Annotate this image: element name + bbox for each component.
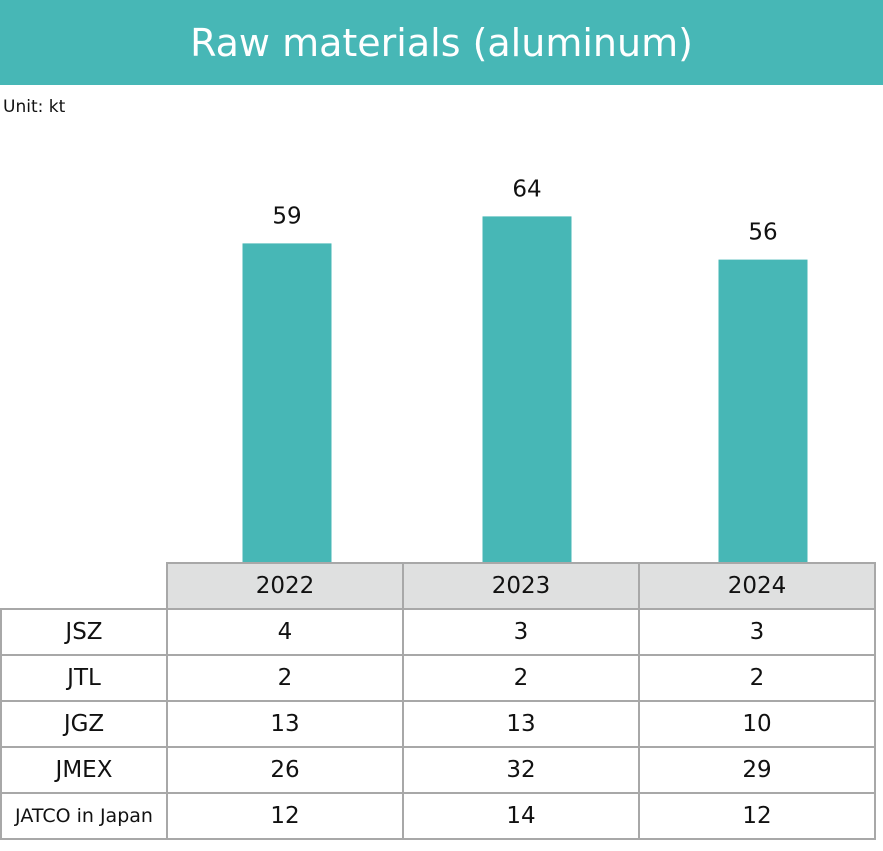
table-cell: 12: [638, 792, 876, 840]
table-cell: 3: [638, 608, 876, 656]
table-cell: 13: [402, 700, 640, 748]
table-cell: 2: [166, 654, 404, 702]
row-label: JATCO in Japan: [0, 792, 168, 840]
table-row: JMEX 26 32 29: [0, 746, 876, 794]
column-header: 2023: [402, 562, 640, 610]
table-row: JTL 2 2 2: [0, 654, 876, 702]
table-cell: 12: [166, 792, 404, 840]
table-cell: 32: [402, 746, 640, 794]
table-row: JSZ 4 3 3: [0, 608, 876, 656]
data-label-2023: 64: [512, 176, 541, 202]
table-cell: 4: [166, 608, 404, 656]
bar-2022: [242, 243, 332, 562]
bar-2023: [482, 216, 572, 562]
row-label: JTL: [0, 654, 168, 702]
table-cell: 10: [638, 700, 876, 748]
data-label-2022: 59: [272, 203, 301, 229]
table-cell: 2: [402, 654, 640, 702]
data-table: 2022 2023 2024 JSZ 4 3 3 JTL 2 2 2 JGZ 1…: [0, 562, 876, 840]
unit-label: Unit: kt: [3, 97, 66, 117]
table-cell: 26: [166, 746, 404, 794]
table-header-row: 2022 2023 2024: [1, 562, 876, 610]
table-cell: 13: [166, 700, 404, 748]
bar-chart: 59 64 56: [242, 176, 808, 562]
row-label: JGZ: [0, 700, 168, 748]
table-cell: 3: [402, 608, 640, 656]
column-header: 2024: [638, 562, 876, 610]
table-cell: 29: [638, 746, 876, 794]
table-cell: 14: [402, 792, 640, 840]
bar-2024: [718, 259, 808, 562]
row-label: JMEX: [0, 746, 168, 794]
table-cell: 2: [638, 654, 876, 702]
table-row: JGZ 13 13 10: [0, 700, 876, 748]
table-corner: [1, 563, 167, 610]
row-label: JSZ: [0, 608, 168, 656]
column-header: 2022: [166, 562, 404, 610]
data-label-2024: 56: [748, 220, 777, 246]
table-row: JATCO in Japan 12 14 12: [0, 792, 876, 840]
chart-title: Raw materials (aluminum): [0, 0, 883, 85]
